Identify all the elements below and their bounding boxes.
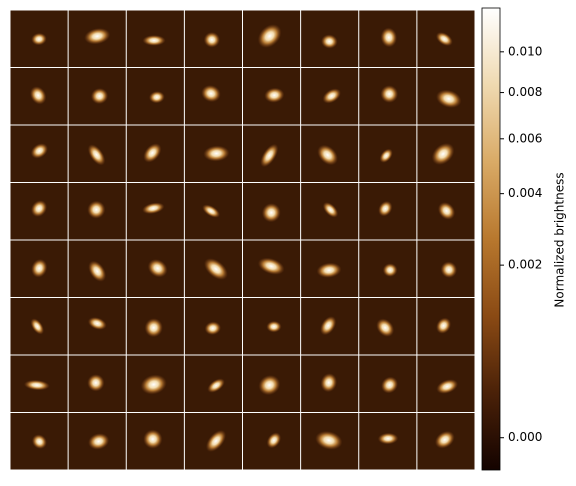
image-panel (417, 10, 475, 67)
image-panel (68, 68, 126, 125)
image-panel (68, 240, 126, 297)
colorbar-tick-label: 0.006 (508, 131, 542, 145)
image-panel (243, 240, 301, 297)
image-panel (10, 355, 68, 412)
image-panel (243, 298, 301, 355)
image-panel (68, 183, 126, 240)
image-panel (68, 355, 126, 412)
image-panel (126, 355, 184, 412)
image-panel (126, 240, 184, 297)
image-panel (359, 355, 417, 412)
image-panel (417, 183, 475, 240)
colorbar (481, 7, 501, 471)
image-panel (359, 183, 417, 240)
image-panel (184, 298, 242, 355)
image-panel (10, 68, 68, 125)
image-panel (10, 298, 68, 355)
image-panel (126, 183, 184, 240)
image-panel (10, 240, 68, 297)
image-panel (359, 298, 417, 355)
image-panel (301, 240, 359, 297)
image-panel (359, 125, 417, 182)
image-panel (243, 355, 301, 412)
image-panel (417, 355, 475, 412)
image-panel (301, 298, 359, 355)
image-panel (243, 125, 301, 182)
image-panel (68, 298, 126, 355)
colorbar-tick-label: 0.004 (508, 186, 542, 200)
image-panel (243, 413, 301, 470)
image-panel (126, 125, 184, 182)
image-panel (68, 125, 126, 182)
image-panel (10, 413, 68, 470)
colorbar-tick-label: 0.008 (508, 85, 542, 99)
image-panel (243, 10, 301, 67)
image-panel (126, 298, 184, 355)
image-panel (68, 413, 126, 470)
image-panel (184, 183, 242, 240)
image-panel (184, 240, 242, 297)
image-panel (301, 183, 359, 240)
image-panel (68, 10, 126, 67)
image-panel (126, 68, 184, 125)
image-panel (359, 68, 417, 125)
colorbar-label: Normalized brightness (553, 172, 567, 307)
image-panel (243, 183, 301, 240)
image-panel (184, 413, 242, 470)
image-panel (301, 413, 359, 470)
image-panel (301, 68, 359, 125)
image-panel (126, 10, 184, 67)
image-panel (359, 10, 417, 67)
image-panel (10, 183, 68, 240)
image-panel (184, 125, 242, 182)
image-panel (184, 355, 242, 412)
image-panel (359, 240, 417, 297)
image-panel (417, 68, 475, 125)
image-panel (10, 125, 68, 182)
image-panel (243, 68, 301, 125)
image-panel (10, 10, 68, 67)
image-panel (126, 413, 184, 470)
image-panel (301, 355, 359, 412)
colorbar-tick-label: 0.000 (508, 430, 542, 444)
image-panel (417, 298, 475, 355)
colorbar-tick-label: 0.002 (508, 258, 542, 272)
image-panel (417, 240, 475, 297)
image-panel (417, 413, 475, 470)
image-panel (184, 68, 242, 125)
image-panel (184, 10, 242, 67)
colorbar-tick-label: 0.010 (508, 44, 542, 58)
image-panel (301, 10, 359, 67)
image-panel (301, 125, 359, 182)
image-panel (417, 125, 475, 182)
image-panel (359, 413, 417, 470)
